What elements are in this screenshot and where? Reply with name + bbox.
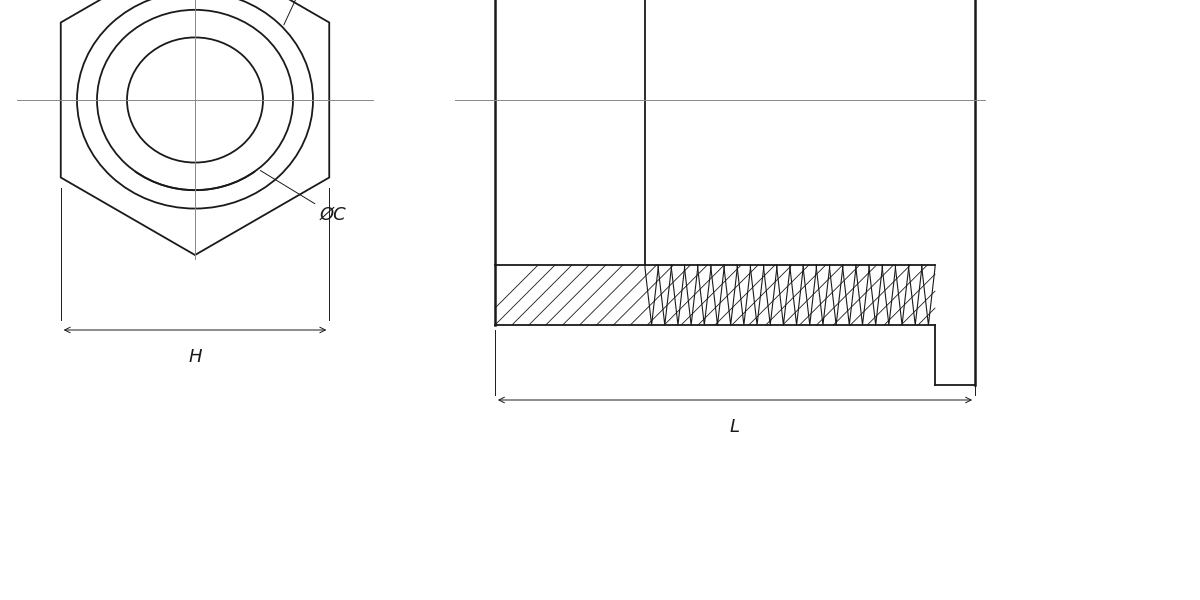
Text: L: L <box>730 418 740 436</box>
Text: ØC: ØC <box>260 170 347 224</box>
Text: H: H <box>188 348 202 366</box>
Text: ØA: ØA <box>284 0 336 25</box>
